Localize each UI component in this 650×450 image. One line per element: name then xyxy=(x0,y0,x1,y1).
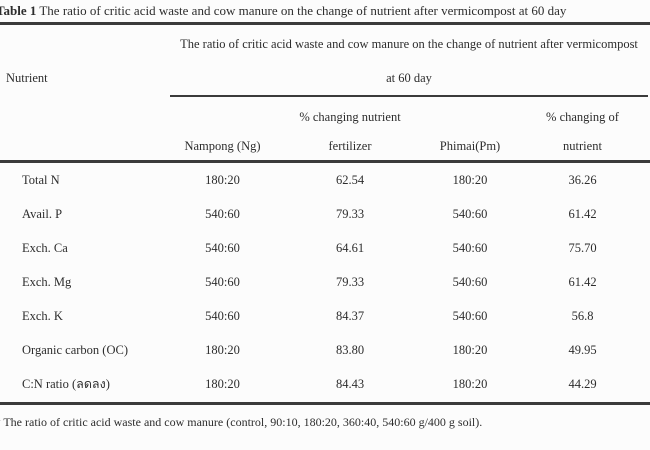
cell-phimai-ratio: 540:60 xyxy=(452,308,488,323)
cell-fertilizer-pct: 64.61 xyxy=(335,240,365,255)
top-rule xyxy=(0,22,650,25)
cell-fertilizer-pct: 79.33 xyxy=(335,274,365,289)
cell-phimai-ratio: 180:20 xyxy=(452,376,488,391)
cell-phimai-ratio: 180:20 xyxy=(452,342,488,357)
span-header-line2: at 60 day xyxy=(386,71,432,85)
cell-changing-pct: 61.42 xyxy=(568,274,597,289)
footnote-marker: a xyxy=(0,414,1,423)
row-label-nutrient: Exch. Ca xyxy=(22,240,68,255)
cell-fertilizer-pct: 83.80 xyxy=(335,342,365,357)
cell-nampong-ratio: 180:20 xyxy=(205,172,240,187)
row-label-nutrient: Avail. P xyxy=(22,206,63,221)
column-header-nampong: Nampong (Ng) xyxy=(184,139,261,153)
group-header-changing-of: % changing of xyxy=(546,110,619,124)
cell-fertilizer-pct: 84.37 xyxy=(335,308,365,323)
footnote-text: The ratio of critic acid waste and cow m… xyxy=(0,415,483,429)
column-header-nutrient: nutrient xyxy=(563,139,602,153)
column-header-spacer xyxy=(0,139,170,154)
row-label-nutrient: Exch. K xyxy=(22,308,63,323)
column-header-phimai: Phimai(Pm) xyxy=(439,139,501,153)
table-row: C:N ratio (ลดลง) 180:20 84.43 180:20 44.… xyxy=(0,367,650,401)
cell-phimai-ratio: 540:60 xyxy=(452,240,488,255)
cell-changing-pct: 61.42 xyxy=(568,206,597,221)
cell-fertilizer-pct: 84.43 xyxy=(335,376,365,391)
cell-fertilizer-pct: 79.33 xyxy=(335,206,365,221)
cell-changing-pct: 36.26 xyxy=(568,172,597,187)
table-row: Total N 180:20 62.54 180:20 36.26 xyxy=(0,163,650,197)
column-header-row: Nampong (Ng) fertilizer Phimai(Pm) nutri… xyxy=(0,139,650,154)
cell-nampong-ratio: 180:20 xyxy=(205,376,240,391)
row-label-nutrient: Total N xyxy=(22,172,60,187)
header-body-rule xyxy=(0,160,650,163)
row-label-nutrient: C:N ratio (ลดลง) xyxy=(22,377,110,391)
cell-phimai-ratio: 180:20 xyxy=(452,172,488,187)
table-row: Exch. K 540:60 84.37 540:60 56.8 xyxy=(0,299,650,333)
cell-changing-pct: 44.29 xyxy=(568,376,597,391)
cell-changing-pct: 56.8 xyxy=(571,308,594,323)
stub-header-nutrient: Nutrient xyxy=(6,71,48,85)
cell-phimai-ratio: 540:60 xyxy=(452,206,488,221)
cell-nampong-ratio: 540:60 xyxy=(205,206,240,221)
cell-nampong-ratio: 540:60 xyxy=(205,274,240,289)
table-caption-text: The ratio of critic acid waste and cow m… xyxy=(36,3,567,18)
table-body: Total N 180:20 62.54 180:20 36.26 Avail.… xyxy=(0,163,650,401)
table-caption: Table 1 The ratio of critic acid waste a… xyxy=(0,3,650,19)
table-row: Avail. P 540:60 79.33 540:60 61.42 xyxy=(0,197,650,231)
cell-changing-pct: 75.70 xyxy=(568,240,597,255)
group-header-changing-nutrient: % changing nutrient xyxy=(299,110,401,124)
table-caption-number: Table 1 xyxy=(0,3,37,18)
column-header-fertilizer: fertilizer xyxy=(328,139,372,153)
row-label-nutrient: Organic carbon (OC) xyxy=(22,342,128,357)
span-header-line1: The ratio of critic acid waste and cow m… xyxy=(180,37,638,51)
cell-phimai-ratio: 540:60 xyxy=(452,274,488,289)
row-label-nutrient: Exch. Mg xyxy=(22,274,72,289)
cell-nampong-ratio: 180:20 xyxy=(205,342,240,357)
cell-nampong-ratio: 540:60 xyxy=(205,308,240,323)
span-header-rule xyxy=(170,95,648,97)
table-row: Exch. Mg 540:60 79.33 540:60 61.42 xyxy=(0,265,650,299)
table-row: Exch. Ca 540:60 64.61 540:60 75.70 xyxy=(0,231,650,265)
table-row: Organic carbon (OC) 180:20 83.80 180:20 … xyxy=(0,333,650,367)
cell-fertilizer-pct: 62.54 xyxy=(335,172,365,187)
cell-nampong-ratio: 540:60 xyxy=(205,240,240,255)
table-footnote: a The ratio of critic acid waste and cow… xyxy=(0,414,650,430)
bottom-rule xyxy=(0,402,650,405)
cell-changing-pct: 49.95 xyxy=(568,342,597,357)
